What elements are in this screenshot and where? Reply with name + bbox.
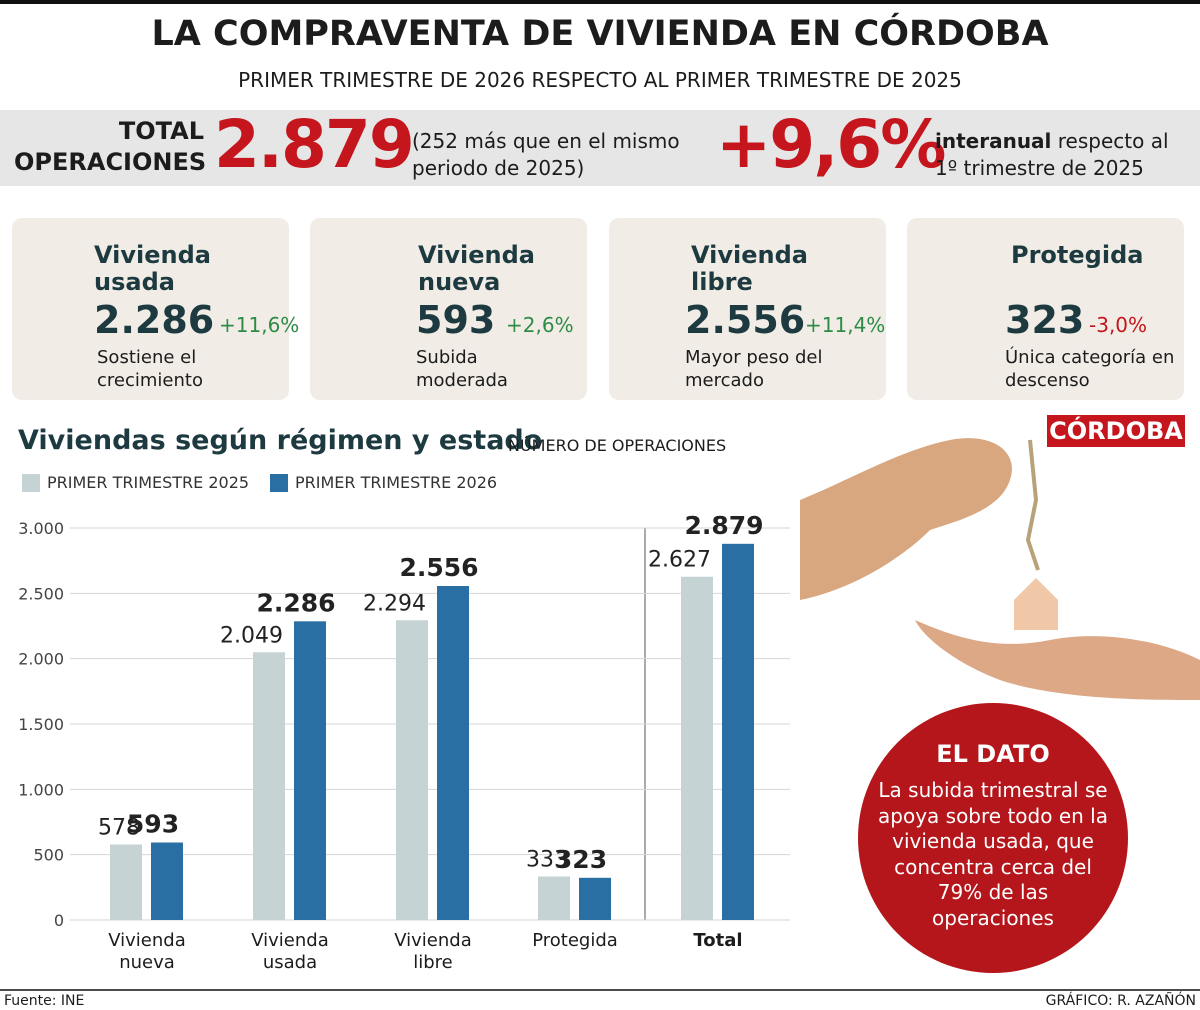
badge: CÓRDOBA — [1049, 417, 1183, 445]
bar — [110, 844, 142, 920]
summary-value: 2.879 — [214, 106, 415, 183]
subtitle: PRIMER TRIMESTRE DE 2026 RESPECTO AL PRI… — [238, 68, 962, 92]
card: Vivienda usada 2.286 +11,6% Sostiene el cre… — [12, 218, 299, 400]
card: Vivienda nueva 593 +2,6% Subida moderada — [310, 218, 587, 400]
bar — [681, 576, 713, 920]
value-label: 333 — [526, 847, 568, 872]
card-change: +11,6% — [219, 313, 300, 337]
value-label: 2.294 — [363, 591, 426, 616]
legend-swatch — [22, 474, 40, 492]
y-tick-label: 2.500 — [18, 584, 64, 603]
card-value: 2.286 — [94, 298, 215, 342]
text: respecto al 1º trimestre de 2025 — [935, 129, 1169, 180]
value-label: 2.286 — [256, 588, 335, 617]
card-change: +2,6% — [506, 313, 574, 337]
summary-change-note: interanual respecto al 1º trimestre de 2… — [935, 128, 1185, 182]
x-tick-label: Vivienda libre — [394, 930, 472, 973]
card-change: -3,0% — [1089, 313, 1148, 337]
bar — [538, 876, 570, 920]
x-tick-label: Protegida — [532, 930, 618, 951]
card-value: 2.556 — [685, 298, 806, 342]
bar — [722, 543, 754, 920]
bar — [151, 842, 183, 920]
value-label: 2.879 — [684, 511, 763, 540]
card-change: +11,4% — [805, 313, 886, 337]
card-title: Protegida — [1011, 241, 1144, 269]
value-label: 2.556 — [399, 553, 478, 582]
bar — [253, 652, 285, 920]
title: LA COMPRAVENTA DE VIVIENDA EN CÓRDOBA — [151, 14, 1049, 54]
summary-note: (252 más que en el mismo periodo de 2025… — [412, 129, 680, 180]
bar — [294, 621, 326, 920]
source: Fuente: INE — [4, 993, 85, 1009]
bar — [437, 586, 469, 920]
summary-change: +9,6% — [716, 106, 946, 183]
value-label: 2.627 — [648, 548, 711, 573]
value-label: 578 — [98, 815, 140, 840]
callout-title: EL DATO — [936, 740, 1050, 768]
bar — [579, 877, 611, 920]
card-value: 593 — [416, 298, 496, 342]
credit: GRÁFICO: R. AZAÑÓN — [1045, 993, 1196, 1009]
x-tick-label: Total — [693, 930, 743, 951]
card: Vivienda libre 2.556 +11,4% Mayor peso del … — [609, 218, 886, 400]
y-tick-label: 1.000 — [18, 780, 64, 799]
y-tick-label: 0 — [54, 911, 64, 930]
callout-text: La subida trimestral se apoya sobre todo… — [878, 778, 1108, 930]
legend-label: PRIMER TRIMESTRE 2025 — [47, 473, 250, 492]
chart-subtitle: NÚMERO DE OPERACIONES — [508, 436, 727, 455]
y-tick-label: 1.500 — [18, 715, 64, 734]
value-label: 323 — [555, 845, 607, 874]
card-title: Vivienda libre — [691, 241, 808, 296]
legend-label: PRIMER TRIMESTRE 2026 — [295, 473, 498, 492]
card-note: Mayor peso del mercado — [685, 347, 823, 391]
card-title: Vivienda nueva — [418, 241, 535, 296]
value-label: 593 — [127, 810, 179, 839]
bar — [396, 620, 428, 920]
card-note: Sostiene el crecimiento — [97, 347, 203, 391]
value-label: 2.049 — [220, 623, 283, 648]
card-note: Subida moderada — [416, 347, 508, 391]
summary-label: TOTAL OPERACIONES — [14, 117, 207, 176]
card-note: Única categoría en descenso — [1005, 347, 1175, 391]
x-tick-label: Vivienda nueva — [108, 930, 186, 973]
y-tick-label: 3.000 — [18, 519, 64, 538]
emphasis: interanual — [935, 129, 1052, 153]
legend-swatch — [270, 474, 288, 492]
card: Protegida 323 -3,0% Única categoría en desc… — [907, 218, 1184, 400]
card-title: Vivienda usada — [94, 241, 211, 296]
y-tick-label: 500 — [33, 846, 64, 865]
card-value: 323 — [1005, 298, 1085, 342]
y-tick-label: 2.000 — [18, 650, 64, 669]
x-tick-label: Vivienda usada — [251, 930, 329, 973]
chart-title: Viviendas según régimen y estado — [18, 425, 543, 456]
